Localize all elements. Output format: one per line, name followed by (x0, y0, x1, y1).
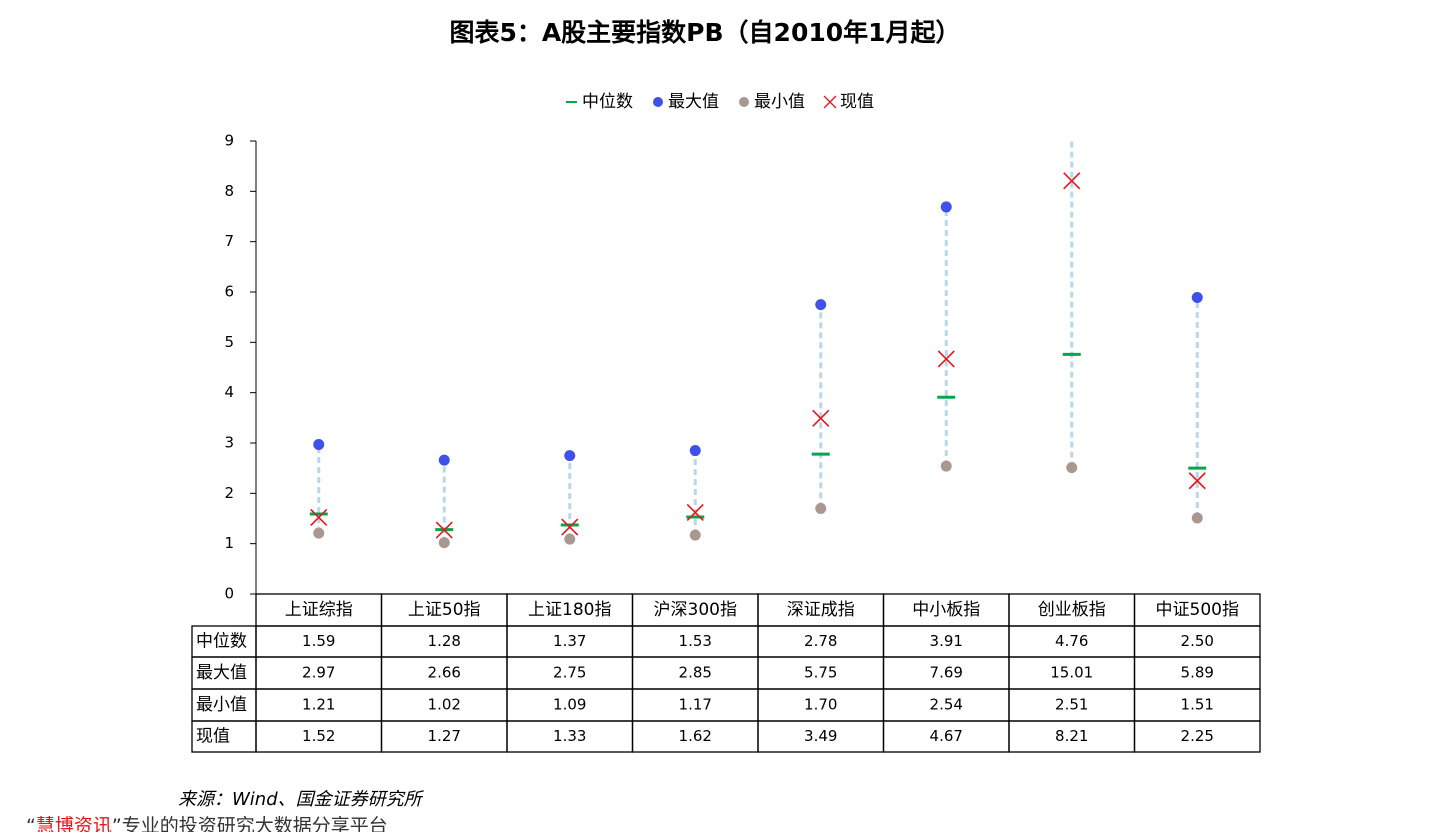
legend-item: 现值 (823, 92, 874, 112)
legend-label: 中位数 (582, 92, 633, 112)
table-value: 1.27 (428, 727, 461, 745)
x-tick-label: 中证500指 (1156, 600, 1239, 620)
table-value: 1.51 (1181, 696, 1214, 714)
x-tick-label: 创业板指 (1038, 600, 1106, 620)
y-tick-label: 5 (224, 333, 234, 351)
table-value: 2.75 (553, 664, 586, 682)
legend-label: 最小值 (754, 92, 805, 112)
legend-label: 现值 (840, 92, 874, 112)
y-tick-label: 3 (224, 434, 234, 452)
legend-item: 中位数 (566, 92, 633, 112)
source-note: 来源：Wind、国金证券研究所 (178, 789, 425, 810)
table-value: 2.97 (302, 664, 335, 682)
table-value: 7.69 (930, 664, 963, 682)
cross-mark (435, 521, 453, 539)
chart-title: 图表5：A股主要指数PB（自2010年1月起） (449, 18, 960, 47)
dot-mark (653, 97, 663, 107)
cross-mark (812, 409, 830, 427)
cross-mark (686, 503, 704, 522)
x-tick-label: 沪深300指 (654, 600, 737, 620)
table-value: 1.21 (302, 696, 335, 714)
table-value: 1.53 (679, 632, 712, 650)
x-tick-label: 深证成指 (787, 600, 855, 620)
dot-mark (689, 445, 701, 457)
dot-mark (940, 201, 952, 213)
y-tick-label: 4 (224, 383, 234, 401)
dot-mark (1066, 462, 1078, 474)
y-tick-label: 2 (224, 484, 234, 502)
dot-mark (815, 502, 827, 514)
y-tick-label: 7 (224, 232, 234, 250)
dot-mark (739, 97, 749, 107)
table-value: 2.85 (679, 664, 712, 682)
y-tick-label: 1 (224, 534, 234, 552)
table-value: 2.51 (1055, 696, 1088, 714)
cross-mark (561, 518, 579, 536)
table-value: 1.62 (679, 727, 712, 745)
table-value: 1.70 (804, 696, 837, 714)
table-value: 3.91 (930, 632, 963, 650)
table-value: 5.89 (1181, 664, 1214, 682)
x-tick-label: 上证50指 (408, 600, 481, 620)
cross-mark (823, 95, 837, 109)
cross-mark (310, 508, 328, 527)
table-value: 4.76 (1055, 632, 1088, 650)
dot-mark (313, 439, 325, 451)
dot-mark (689, 529, 701, 541)
legend-item: 最大值 (653, 92, 719, 112)
dot-mark (564, 450, 576, 462)
table-cell (1133, 720, 1261, 753)
table-value: 2.66 (428, 664, 461, 682)
table-value: 2.78 (804, 632, 837, 650)
table-value: 1.17 (679, 696, 712, 714)
table-value: 1.52 (302, 727, 335, 745)
table-value: 1.33 (553, 727, 586, 745)
footer-text: ”专业的投资研究大数据分享平台 (112, 815, 388, 832)
dot-mark (1191, 292, 1203, 304)
dot-mark (815, 299, 827, 311)
y-tick-label: 0 (224, 585, 234, 603)
x-tick-label: 上证综指 (285, 600, 353, 620)
dot-mark (940, 460, 952, 472)
footer-quote: “ (26, 815, 36, 832)
cross-mark (937, 350, 955, 368)
row-label: 中位数 (196, 632, 247, 652)
dot-mark (1191, 512, 1203, 524)
dot-mark (313, 527, 325, 539)
x-tick-label: 上证180指 (528, 600, 611, 620)
y-tick-label: 8 (224, 182, 234, 200)
dot-mark (438, 537, 450, 549)
table-value: 15.01 (1050, 664, 1093, 682)
table-value: 1.28 (428, 632, 461, 650)
table-value: 2.25 (1181, 727, 1214, 745)
x-tick-label: 中小板指 (912, 600, 980, 620)
row-label: 最小值 (196, 695, 247, 715)
cross-mark (1063, 172, 1081, 190)
y-tick-label: 9 (224, 132, 234, 150)
table-value: 1.59 (302, 632, 335, 650)
footer-brand: 慧博资讯 (36, 815, 112, 832)
table-value: 1.02 (428, 696, 461, 714)
table-value: 2.50 (1181, 632, 1214, 650)
legend-item: 最小值 (739, 92, 805, 112)
table-value: 1.37 (553, 632, 586, 650)
cross-mark (1188, 472, 1206, 490)
dot-mark (438, 454, 450, 466)
plot-area (309, 141, 1207, 549)
table-value: 5.75 (804, 664, 837, 682)
table-value: 1.09 (553, 696, 586, 714)
y-tick-label: 6 (224, 283, 234, 301)
table-value: 2.54 (930, 696, 963, 714)
row-label: 最大值 (196, 663, 247, 683)
legend-label: 最大值 (668, 92, 719, 112)
footer: “慧博资讯”专业的投资研究大数据分享平台 (26, 815, 388, 832)
table-value: 4.67 (930, 727, 963, 745)
table-value: 3.49 (804, 727, 837, 745)
table-value: 8.21 (1055, 727, 1088, 745)
row-label: 现值 (196, 727, 230, 747)
dot-mark (564, 533, 576, 545)
